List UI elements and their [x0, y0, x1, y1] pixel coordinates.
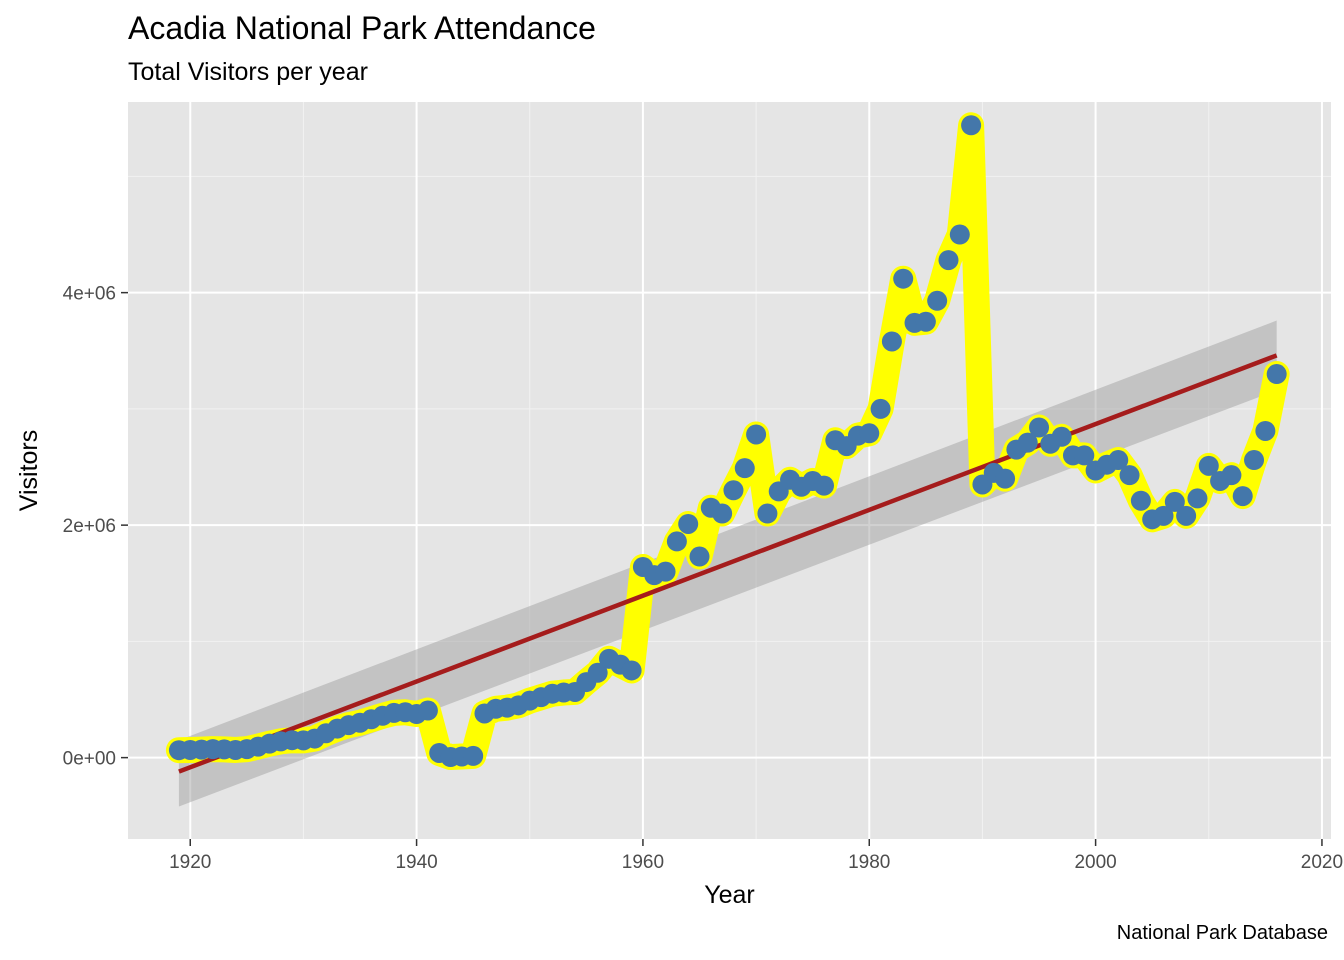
data-point [1017, 432, 1038, 453]
data-point [723, 480, 744, 501]
data-point [734, 458, 755, 479]
data-point [757, 503, 778, 524]
y-tick-label: 0e+00 [63, 749, 116, 770]
data-point [893, 268, 914, 289]
data-point [938, 250, 959, 271]
data-point [678, 513, 699, 534]
x-tick-label: 2000 [1074, 852, 1116, 873]
data-point [1266, 364, 1287, 385]
data-point [1232, 486, 1253, 507]
y-tick-label: 2e+06 [63, 516, 116, 537]
series-points-group [168, 115, 1287, 768]
data-point [1029, 417, 1050, 438]
data-point [621, 660, 642, 681]
data-point [1176, 505, 1197, 526]
x-tick-label: 2020 [1301, 852, 1343, 873]
data-point [417, 700, 438, 721]
data-point [870, 398, 891, 419]
chart-subtitle: Total Visitors per year [128, 58, 368, 86]
data-point [927, 290, 948, 311]
data-point [1051, 426, 1072, 447]
data-point [949, 224, 970, 245]
data-point [655, 561, 676, 582]
data-point [746, 424, 767, 445]
trend-line-group [178, 353, 1278, 774]
data-point [1074, 445, 1095, 466]
data-point [859, 423, 880, 444]
data-point [1187, 488, 1208, 509]
data-point [881, 331, 902, 352]
trend-line [178, 353, 1278, 774]
data-point [1108, 450, 1129, 471]
data-point [1130, 490, 1151, 511]
data-point [995, 468, 1016, 489]
chart-title: Acadia National Park Attendance [128, 10, 596, 46]
data-point [813, 475, 834, 496]
data-point [1255, 420, 1276, 441]
x-tick-label: 1940 [395, 852, 437, 873]
x-tick-label: 1960 [622, 852, 664, 873]
data-point [463, 745, 484, 766]
data-point [689, 546, 710, 567]
x-tick-label: 1920 [169, 852, 211, 873]
data-point [961, 115, 982, 136]
y-tick-label: 4e+06 [63, 284, 116, 305]
data-point [587, 662, 608, 683]
x-axis-title: Year [704, 881, 755, 909]
y-axis-title: Visitors [15, 430, 43, 512]
data-point [1153, 505, 1174, 526]
data-point [915, 311, 936, 332]
axes-group: 1920 1940 1960 1980 2000 2020 0e+00 2e+06 4e+06 [63, 284, 1343, 873]
data-point [712, 503, 733, 524]
chart-caption: National Park Database [1116, 922, 1328, 944]
data-point [1198, 455, 1219, 476]
x-tick-label: 1980 [848, 852, 890, 873]
data-point [1244, 450, 1265, 471]
data-point [1119, 465, 1140, 486]
data-point [1164, 491, 1185, 512]
data-point [1221, 465, 1242, 486]
data-point [666, 531, 687, 552]
